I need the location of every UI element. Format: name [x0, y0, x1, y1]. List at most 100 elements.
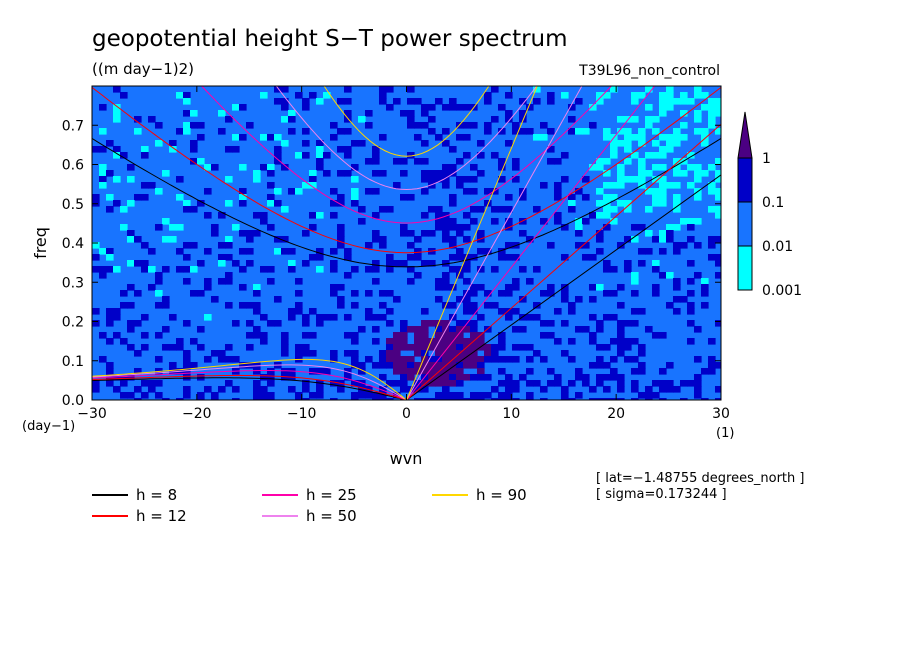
- power-cell: [442, 278, 450, 285]
- power-cell: [372, 314, 380, 321]
- power-cell: [155, 356, 163, 363]
- power-cell: [456, 254, 464, 261]
- power-cell: [386, 320, 394, 327]
- power-cell: [351, 290, 359, 297]
- colorbar-segment: [737, 201, 753, 247]
- power-cell: [505, 380, 513, 387]
- power-cell: [477, 356, 485, 363]
- power-cell: [351, 338, 359, 345]
- power-cell: [204, 284, 212, 291]
- power-cell: [463, 350, 471, 357]
- power-cell: [337, 236, 345, 243]
- colorbar-label: 0.001: [762, 283, 802, 299]
- power-cell: [519, 194, 527, 201]
- power-cell: [673, 140, 681, 147]
- power-cell: [540, 218, 548, 225]
- power-cell: [127, 344, 135, 351]
- power-cell: [456, 176, 464, 183]
- power-cell: [694, 374, 702, 381]
- power-cell: [575, 374, 583, 381]
- power-cell: [120, 380, 128, 387]
- power-cell: [302, 104, 310, 111]
- power-cell: [281, 368, 289, 375]
- power-cell: [141, 332, 149, 339]
- power-cell: [239, 302, 247, 309]
- power-cell: [484, 344, 492, 351]
- power-cell: [267, 398, 275, 400]
- power-cell: [239, 230, 247, 237]
- power-cell: [512, 254, 520, 261]
- power-cell: [631, 236, 639, 243]
- power-cell: [421, 326, 429, 333]
- power-cell: [568, 116, 576, 123]
- power-cell: [162, 218, 170, 225]
- power-cell: [449, 302, 457, 309]
- power-cell: [715, 98, 721, 105]
- power-cell: [113, 386, 121, 393]
- power-cell: [463, 362, 471, 369]
- power-cell: [631, 176, 639, 183]
- power-cell: [582, 254, 590, 261]
- power-cell: [694, 218, 702, 225]
- legend-label: h = 90: [476, 486, 527, 504]
- power-cell: [211, 230, 219, 237]
- power-cell: [491, 398, 499, 400]
- power-cell: [295, 302, 303, 309]
- power-cell: [225, 380, 233, 387]
- power-cell: [687, 152, 695, 159]
- power-cell: [708, 116, 716, 123]
- power-cell: [449, 368, 457, 375]
- power-cell: [680, 170, 688, 177]
- power-cell: [442, 272, 450, 279]
- power-cell: [365, 290, 373, 297]
- power-cell: [617, 350, 625, 357]
- power-cell: [113, 176, 121, 183]
- power-cell: [204, 314, 212, 321]
- power-cell: [183, 368, 191, 375]
- power-cell: [358, 116, 366, 123]
- power-cell: [344, 86, 352, 93]
- power-cell: [645, 230, 653, 237]
- power-cell: [428, 230, 436, 237]
- power-cell: [344, 146, 352, 153]
- power-cell: [561, 392, 569, 399]
- power-cell: [372, 158, 380, 165]
- power-cell: [498, 332, 506, 339]
- power-cell: [260, 332, 268, 339]
- power-cell: [596, 326, 604, 333]
- power-cell: [638, 392, 646, 399]
- power-cell: [610, 146, 618, 153]
- power-cell: [155, 392, 163, 399]
- power-cell: [351, 380, 359, 387]
- power-cell: [155, 290, 163, 297]
- power-cell: [540, 134, 548, 141]
- power-cell: [442, 386, 450, 393]
- power-cell: [694, 356, 702, 363]
- power-cell: [484, 188, 492, 195]
- power-cell: [435, 212, 443, 219]
- power-cell: [694, 272, 702, 279]
- colorbar-label: 0.1: [762, 195, 784, 211]
- power-cell: [631, 224, 639, 231]
- power-cell: [197, 122, 205, 129]
- power-cell: [106, 140, 114, 147]
- power-cell: [561, 152, 569, 159]
- power-cell: [225, 254, 233, 261]
- power-cell: [484, 392, 492, 399]
- power-cell: [400, 194, 408, 201]
- power-cell: [148, 380, 156, 387]
- power-cell: [428, 104, 436, 111]
- power-cell: [183, 350, 191, 357]
- power-cell: [400, 320, 408, 327]
- power-cell: [330, 356, 338, 363]
- power-cell: [197, 392, 205, 399]
- power-cell: [274, 248, 282, 255]
- power-cell: [253, 332, 261, 339]
- power-cell: [120, 374, 128, 381]
- power-cell: [659, 110, 667, 117]
- power-cell: [498, 368, 506, 375]
- power-cell: [267, 170, 275, 177]
- plot-area: [91, 85, 722, 401]
- power-cell: [253, 326, 261, 333]
- power-cell: [659, 230, 667, 237]
